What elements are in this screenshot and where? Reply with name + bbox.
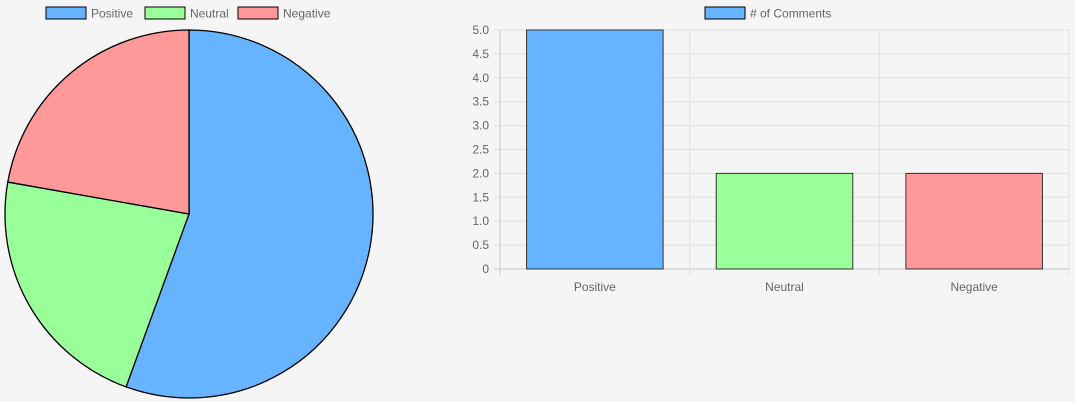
pie-legend-swatch-positive[interactable] xyxy=(45,6,87,20)
pie-legend: Positive Neutral Negative xyxy=(45,6,331,21)
bar-y-tick-label: 2.0 xyxy=(472,166,489,180)
bar-y-tick-label: 5.0 xyxy=(472,23,489,37)
pie-legend-label-neutral[interactable]: Neutral xyxy=(190,7,229,21)
bar-y-axis-ticks: 0 0.5 1.0 1.5 2.0 2.5 3.0 3.5 4.0 4.5 5.0 xyxy=(472,23,489,276)
bar-negative[interactable] xyxy=(905,172,1043,270)
bar-y-tick-label: 2.5 xyxy=(472,143,489,157)
bar-x-label-negative: Negative xyxy=(950,280,998,294)
pie-legend-swatch-negative[interactable] xyxy=(237,6,279,20)
bar-positive[interactable] xyxy=(526,29,664,270)
bar-x-label-neutral: Neutral xyxy=(765,280,804,294)
bar-x-label-positive: Positive xyxy=(574,280,616,294)
bar-y-tick-label: 4.0 xyxy=(472,71,489,85)
pie-slice-neutral[interactable] xyxy=(4,181,190,388)
bar-y-tick-label: 0 xyxy=(482,262,489,276)
bar-neutral[interactable] xyxy=(715,172,854,270)
bar-y-tick-label: 4.5 xyxy=(472,47,489,61)
bar-legend-label[interactable]: # of Comments xyxy=(750,7,831,21)
bar-y-tick-label: 3.5 xyxy=(472,95,489,109)
pie-slice-negative[interactable] xyxy=(7,29,190,215)
bar-y-tick-label: 3.0 xyxy=(472,119,489,133)
pie-slices xyxy=(4,29,374,399)
pie-legend-swatch-neutral[interactable] xyxy=(144,6,186,20)
bar-x-axis-labels: Positive Neutral Negative xyxy=(574,280,998,294)
pie-legend-label-positive[interactable]: Positive xyxy=(91,7,133,21)
bar-y-tick-label: 1.5 xyxy=(472,190,489,204)
bar-legend: # of Comments xyxy=(704,6,831,21)
pie-slice-positive[interactable] xyxy=(125,29,374,399)
pie-legend-label-negative[interactable]: Negative xyxy=(283,7,331,21)
bar-bars xyxy=(526,29,1043,270)
bar-legend-swatch[interactable] xyxy=(704,6,746,20)
pie-chart: Positive Neutral Negative xyxy=(4,6,374,399)
bar-y-tick-label: 0.5 xyxy=(472,238,489,252)
bar-y-tick-label: 1.0 xyxy=(472,214,489,228)
bar-chart: # of Comments 0 0.5 1.0 1.5 2.0 2.5 3.0 3.5 4.0 4… xyxy=(472,6,1070,294)
